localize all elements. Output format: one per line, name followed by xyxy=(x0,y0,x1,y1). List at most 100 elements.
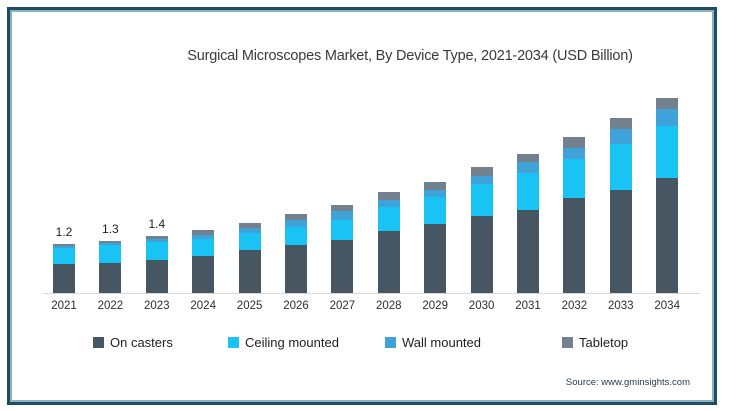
segment-on-casters-2034 xyxy=(656,178,679,293)
value-label-2021: 1.2 xyxy=(55,225,73,239)
bar-2031 xyxy=(517,154,539,293)
bar-2032 xyxy=(563,137,586,293)
legend-swatch-icon xyxy=(385,336,396,348)
segment-wall-mounted-2028 xyxy=(377,200,400,207)
x-label-2031: 2031 xyxy=(515,300,541,312)
bar-2030 xyxy=(470,167,493,293)
segment-tabletop-2023 xyxy=(145,236,168,239)
segment-on-casters-2026 xyxy=(285,245,307,293)
segment-tabletop-2032 xyxy=(563,137,586,148)
segment-tabletop-2030 xyxy=(470,167,493,176)
segment-tabletop-2021 xyxy=(53,244,75,246)
segment-ceiling-mounted-2034 xyxy=(656,126,679,178)
segment-on-casters-2022 xyxy=(99,263,122,293)
segment-tabletop-2024 xyxy=(192,230,215,235)
segment-tabletop-2027 xyxy=(331,205,354,211)
segment-ceiling-mounted-2033 xyxy=(609,144,632,190)
segment-tabletop-2029 xyxy=(424,182,447,190)
legend-label: Wall mounted xyxy=(402,334,481,350)
segment-ceiling-mounted-2025 xyxy=(238,233,261,250)
segment-ceiling-mounted-2030 xyxy=(470,184,493,216)
legend-item-tabletop: Tabletop xyxy=(562,333,628,351)
x-label-2028: 2028 xyxy=(376,300,402,312)
segment-ceiling-mounted-2021 xyxy=(53,248,75,264)
bar-2029 xyxy=(424,182,447,293)
segment-on-casters-2025 xyxy=(238,250,261,293)
x-label-2032: 2032 xyxy=(561,300,588,312)
x-label-2025: 2025 xyxy=(236,300,263,312)
plot-area xyxy=(43,90,700,294)
segment-on-casters-2033 xyxy=(609,190,632,293)
segment-ceiling-mounted-2028 xyxy=(377,207,400,231)
bar-2033 xyxy=(609,118,632,293)
segment-wall-mounted-2022 xyxy=(99,243,122,245)
x-label-2027: 2027 xyxy=(329,300,356,312)
legend-item-ceiling-mounted: Ceiling mounted xyxy=(228,333,339,351)
segment-ceiling-mounted-2023 xyxy=(145,242,168,260)
segment-on-casters-2024 xyxy=(192,256,215,293)
segment-ceiling-mounted-2024 xyxy=(192,239,215,256)
segment-tabletop-2028 xyxy=(377,192,400,200)
segment-on-casters-2028 xyxy=(377,231,400,293)
segment-ceiling-mounted-2022 xyxy=(99,245,122,263)
x-label-2021: 2021 xyxy=(51,300,77,312)
segment-wall-mounted-2031 xyxy=(517,162,539,173)
legend-item-on-casters: On casters xyxy=(93,333,173,351)
segment-tabletop-2025 xyxy=(238,223,261,228)
x-label-2026: 2026 xyxy=(283,300,309,312)
segment-ceiling-mounted-2026 xyxy=(285,227,307,245)
segment-on-casters-2032 xyxy=(563,198,586,293)
segment-on-casters-2023 xyxy=(145,260,168,293)
legend-label: Ceiling mounted xyxy=(245,334,339,350)
bar-2022 xyxy=(99,241,122,293)
segment-ceiling-mounted-2031 xyxy=(517,173,539,210)
legend-swatch-icon xyxy=(228,336,239,348)
bar-2024 xyxy=(192,230,215,293)
segment-wall-mounted-2024 xyxy=(192,235,215,239)
segment-wall-mounted-2032 xyxy=(563,148,586,159)
segment-on-casters-2030 xyxy=(470,216,493,293)
legend-label: Tabletop xyxy=(579,334,629,350)
bar-2025 xyxy=(238,223,261,293)
segment-wall-mounted-2023 xyxy=(145,239,168,242)
segment-ceiling-mounted-2027 xyxy=(331,220,354,240)
segment-tabletop-2033 xyxy=(609,118,632,129)
segment-on-casters-2031 xyxy=(517,210,539,293)
segment-wall-mounted-2029 xyxy=(424,190,447,197)
x-label-2022: 2022 xyxy=(97,300,124,312)
x-label-2024: 2024 xyxy=(190,300,216,312)
bar-2023 xyxy=(145,236,168,293)
value-label-2023: 1.4 xyxy=(148,217,166,231)
value-label-2022: 1.3 xyxy=(102,222,119,236)
segment-tabletop-2022 xyxy=(99,241,122,243)
bar-2021 xyxy=(53,244,75,293)
x-label-2034: 2034 xyxy=(654,300,680,312)
bar-2034 xyxy=(656,98,679,293)
segment-wall-mounted-2021 xyxy=(53,246,75,248)
x-label-2033: 2033 xyxy=(608,300,634,312)
chart-title: Surgical Microscopes Market, By Device T… xyxy=(187,48,633,64)
segment-wall-mounted-2033 xyxy=(609,129,632,144)
x-label-2030: 2030 xyxy=(468,300,495,312)
bar-2026 xyxy=(285,214,307,293)
legend-label: On casters xyxy=(110,334,173,350)
segment-wall-mounted-2025 xyxy=(238,228,261,233)
segment-tabletop-2031 xyxy=(517,154,539,162)
segment-wall-mounted-2027 xyxy=(331,211,354,220)
segment-wall-mounted-2030 xyxy=(470,176,493,184)
segment-ceiling-mounted-2029 xyxy=(424,197,447,224)
source-credit: Source: www.gminsights.com xyxy=(565,377,690,388)
segment-wall-mounted-2026 xyxy=(285,220,307,227)
segment-wall-mounted-2034 xyxy=(656,109,679,126)
x-label-2023: 2023 xyxy=(144,300,170,312)
legend-swatch-icon xyxy=(93,336,104,348)
legend-item-wall-mounted: Wall mounted xyxy=(385,333,481,351)
segment-on-casters-2029 xyxy=(424,224,447,293)
legend-swatch-icon xyxy=(562,336,573,348)
segment-on-casters-2021 xyxy=(53,264,75,293)
segment-tabletop-2026 xyxy=(285,214,307,220)
segment-on-casters-2027 xyxy=(331,240,354,293)
bar-2027 xyxy=(331,205,354,293)
x-label-2029: 2029 xyxy=(422,300,448,312)
